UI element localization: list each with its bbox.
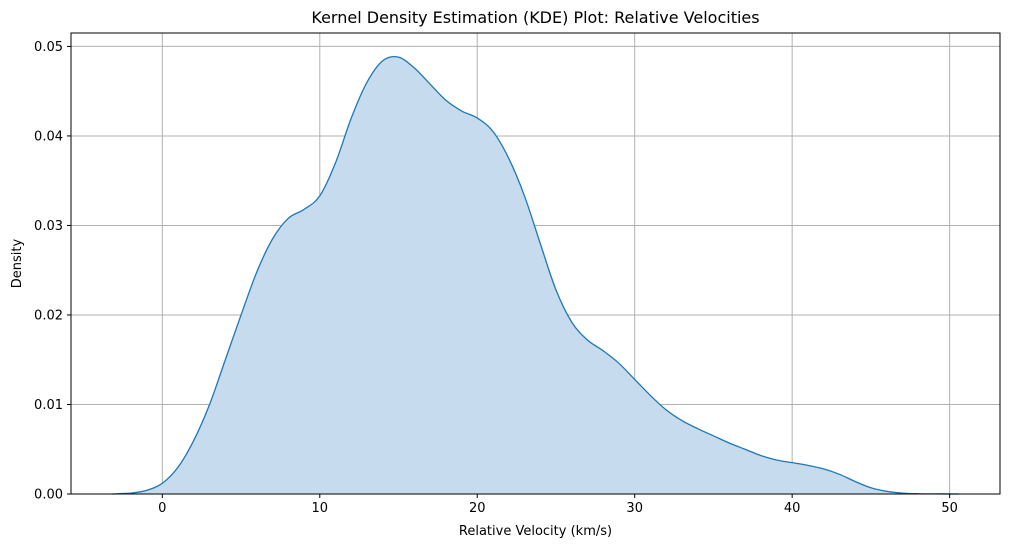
kde-fill xyxy=(111,56,960,494)
x-tick-label: 50 xyxy=(941,501,958,516)
y-tick-label: 0.05 xyxy=(34,40,63,55)
kde-area xyxy=(111,55,960,495)
y-tick-label: 0.00 xyxy=(34,488,63,503)
kde-line xyxy=(111,55,960,495)
x-tick-label: 30 xyxy=(626,501,643,516)
x-axis-label: Relative Velocity (km/s) xyxy=(459,524,612,539)
x-tick-label: 10 xyxy=(312,501,329,516)
y-tick-label: 0.01 xyxy=(34,398,63,413)
y-tick-label: 0.03 xyxy=(34,219,63,234)
y-axis-label: Density xyxy=(10,238,25,288)
y-tick-label: 0.02 xyxy=(34,308,63,323)
plot-frame xyxy=(70,32,1001,495)
y-axis: 0.00 0.01 0.02 0.03 0.04 0.05 xyxy=(34,40,71,503)
x-tick-label: 40 xyxy=(784,501,801,516)
y-tick-label: 0.04 xyxy=(34,129,63,144)
chart-title: Kernel Density Estimation (KDE) Plot: Re… xyxy=(311,8,759,27)
x-tick-label: 20 xyxy=(469,501,486,516)
x-axis: 0 10 20 30 40 50 xyxy=(158,494,958,516)
x-tick-label: 0 xyxy=(158,501,166,516)
